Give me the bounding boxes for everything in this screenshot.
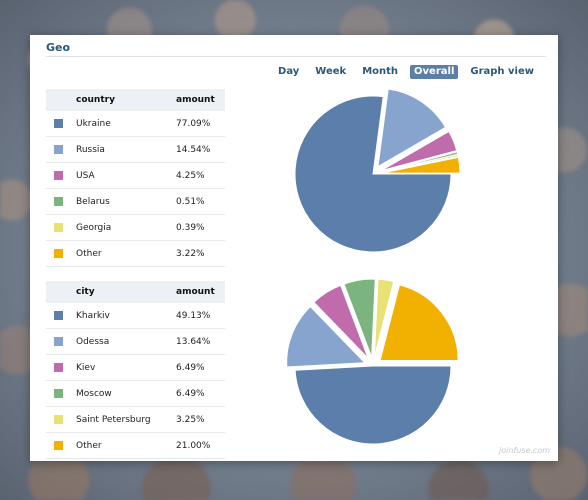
country-slice-other[interactable] (381, 156, 461, 174)
color-swatch (54, 388, 63, 398)
city-name: Moscow (76, 380, 176, 407)
country-slice-ukraine[interactable] (294, 95, 452, 253)
city-amount: 49.13% (176, 303, 225, 329)
city-slice-kharkiv[interactable] (294, 365, 452, 445)
city-name: Other (76, 432, 176, 459)
color-swatch (54, 222, 63, 232)
city-slice-kiev[interactable] (313, 284, 369, 359)
city-slice-saint-petersburg[interactable] (373, 278, 395, 358)
table-row: Kiev 6.49% (46, 354, 225, 381)
color-swatch (54, 414, 63, 424)
city-amount: 6.49% (176, 380, 225, 407)
table-row: Odessa 13.64% (46, 328, 225, 355)
table-row: Ukraine 77.09% (46, 111, 225, 137)
color-swatch (54, 310, 63, 320)
city-slice-moscow[interactable] (343, 278, 376, 358)
city-name: Saint Petersburg (76, 406, 176, 433)
color-swatch (54, 440, 63, 450)
tab-overall[interactable]: Overall (410, 65, 459, 79)
table-row: Russia 14.54% (46, 136, 225, 163)
city-slice-other[interactable] (379, 284, 459, 361)
city-amount: 21.00% (176, 432, 225, 459)
country-name: Belarus (76, 188, 176, 215)
city-pie-chart (286, 278, 459, 445)
color-swatch (54, 362, 63, 372)
color-swatch (54, 118, 63, 128)
country-amount: 77.09% (176, 111, 225, 137)
country-column-header[interactable]: country (76, 89, 176, 111)
city-column-header[interactable]: city (76, 281, 176, 303)
country-pie-chart (294, 88, 461, 253)
country-table-header: country amount (46, 89, 225, 111)
table-row: Saint Petersburg 3.25% (46, 406, 225, 433)
table-row: Other 3.22% (46, 240, 225, 267)
tab-day[interactable]: Day (278, 66, 300, 77)
country-amount: 3.22% (176, 240, 225, 267)
amount-column-header[interactable]: amount (176, 89, 225, 111)
watermark: joinfuse.com (498, 446, 550, 455)
city-name: Kharkiv (76, 303, 176, 329)
country-slice-georgia[interactable] (381, 153, 459, 173)
tab-week[interactable]: Week (315, 66, 347, 77)
country-amount: 4.25% (176, 162, 225, 189)
color-swatch (54, 196, 63, 206)
city-name: Odessa (76, 328, 176, 355)
city-table-header: city amount (46, 281, 225, 303)
country-name: USA (76, 162, 176, 189)
tab-graph-view[interactable]: Graph view (470, 66, 534, 77)
country-name: Ukraine (76, 111, 176, 137)
country-amount: 0.39% (176, 214, 225, 241)
city-table: city amount Kharkiv 49.13% Odessa 13.64%… (46, 281, 225, 459)
country-name: Other (76, 240, 176, 267)
country-slice-usa[interactable] (381, 130, 458, 172)
geo-panel: Geo Day Week Month Overall Graph view co… (30, 35, 558, 461)
period-tabs: Day Week Month Overall Graph view (268, 65, 538, 79)
title-divider (46, 56, 546, 57)
country-amount: 14.54% (176, 136, 225, 163)
color-swatch (54, 170, 63, 180)
amount-column-header[interactable]: amount (176, 281, 225, 303)
table-row: Moscow 6.49% (46, 380, 225, 407)
country-slice-russia[interactable] (377, 88, 447, 168)
table-row: Other 21.00% (46, 432, 225, 459)
country-table: country amount Ukraine 77.09% Russia 14.… (46, 89, 225, 267)
city-amount: 6.49% (176, 354, 225, 381)
color-swatch (54, 144, 63, 154)
table-row: USA 4.25% (46, 162, 225, 189)
table-row: Kharkiv 49.13% (46, 303, 225, 329)
country-name: Russia (76, 136, 176, 163)
color-swatch (54, 336, 63, 346)
country-name: Georgia (76, 214, 176, 241)
tab-month[interactable]: Month (362, 66, 399, 77)
country-amount: 0.51% (176, 188, 225, 215)
city-slice-odessa[interactable] (286, 305, 366, 368)
table-row: Belarus 0.51% (46, 188, 225, 215)
panel-title: Geo (46, 41, 71, 54)
city-amount: 13.64% (176, 328, 225, 355)
city-name: Kiev (76, 354, 176, 381)
color-swatch (54, 248, 63, 258)
table-row: Georgia 0.39% (46, 214, 225, 241)
city-amount: 3.25% (176, 406, 225, 433)
